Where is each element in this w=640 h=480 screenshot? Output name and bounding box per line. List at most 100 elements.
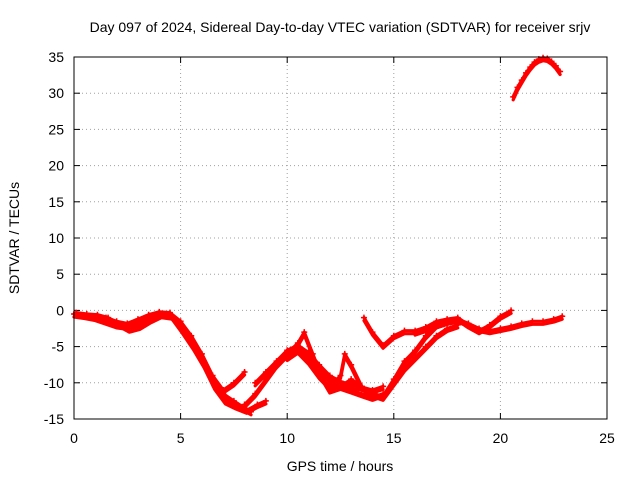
data-point: [559, 313, 566, 320]
data-point: [284, 354, 291, 361]
data-point: [348, 376, 355, 383]
y-tick-label: 0: [56, 302, 64, 318]
y-tick-label: 5: [56, 266, 64, 282]
y-tick-label: -5: [52, 339, 65, 355]
data-point: [360, 314, 367, 321]
data-point: [230, 379, 237, 386]
y-tick-label: 20: [48, 158, 64, 174]
data-point: [422, 332, 429, 339]
series-arc-3: [102, 308, 248, 395]
data-point: [444, 325, 451, 332]
data-point: [508, 323, 515, 330]
data-point: [497, 313, 504, 320]
data-point: [510, 93, 517, 100]
data-point: [380, 392, 387, 399]
data-point: [348, 361, 355, 368]
data-point: [486, 321, 493, 328]
data-point: [422, 325, 429, 332]
data-point: [508, 307, 515, 314]
data-point: [522, 69, 529, 76]
data-point: [94, 311, 101, 318]
x-tick-label: 20: [493, 430, 509, 446]
data-point: [166, 309, 173, 316]
data-point: [294, 339, 301, 346]
data-point: [390, 376, 397, 383]
x-tick-label: 10: [279, 430, 295, 446]
data-point: [518, 320, 525, 327]
data-point: [198, 350, 205, 357]
x-tick-label: 15: [386, 430, 402, 446]
data-point: [262, 372, 269, 379]
data-point: [544, 55, 551, 62]
data-point: [102, 314, 109, 321]
data-point: [156, 308, 163, 315]
series-line-shadow: [413, 317, 564, 337]
data-point: [337, 372, 344, 379]
y-tick-label: 10: [48, 230, 64, 246]
series-arc-9: [412, 313, 566, 337]
ticks-layer: 0 5 10 15 20 25 -15 -10 -5 0 5 10 15 20 25 30 35: [44, 49, 615, 446]
series-line-shadow: [511, 59, 562, 102]
plot-frame: [73, 56, 608, 420]
y-tick-label: -10: [44, 375, 64, 391]
data-point: [380, 383, 387, 390]
data-point: [454, 316, 461, 323]
series-arc-10: [510, 54, 564, 102]
data-point: [145, 311, 152, 318]
data-point: [326, 372, 333, 379]
data-point: [262, 397, 269, 404]
data-point: [316, 372, 323, 379]
x-tick-label: 5: [177, 430, 185, 446]
data-point: [209, 372, 216, 379]
series-line-shadow: [264, 326, 460, 402]
y-tick-label: 30: [48, 85, 64, 101]
data-point: [529, 318, 536, 325]
data-point: [497, 325, 504, 332]
data-point: [83, 311, 90, 318]
data-point: [548, 58, 555, 65]
data-point: [326, 383, 333, 390]
data-point: [252, 379, 259, 386]
data-point: [552, 62, 559, 69]
data-point: [254, 401, 261, 408]
y-tick-label: 25: [48, 121, 64, 137]
y-tick-label: 15: [48, 194, 64, 210]
y-tick-label: 35: [48, 49, 64, 65]
data-point: [137, 323, 144, 330]
data-point: [220, 387, 227, 394]
data-point: [444, 318, 451, 325]
data-point: [422, 343, 429, 350]
x-axis-label: GPS time / hours: [287, 458, 394, 474]
data-point: [412, 347, 419, 354]
data-point: [514, 84, 521, 91]
x-tick-label: 25: [599, 430, 615, 446]
data-point: [401, 327, 408, 334]
x-tick-label: 0: [70, 430, 78, 446]
series-layer: [71, 54, 566, 417]
data-point: [390, 332, 397, 339]
data-point: [369, 390, 376, 397]
data-point: [401, 358, 408, 365]
data-point: [540, 318, 547, 325]
data-point: [369, 329, 376, 336]
data-point: [222, 397, 229, 404]
data-point: [233, 402, 240, 409]
data-point: [243, 407, 250, 414]
data-point: [465, 320, 472, 327]
data-point: [433, 332, 440, 339]
data-point: [241, 368, 248, 375]
y-tick-label: -15: [44, 411, 64, 427]
data-point: [518, 77, 525, 84]
data-point: [380, 342, 387, 349]
data-point: [550, 316, 557, 323]
data-point: [476, 325, 483, 332]
data-point: [230, 397, 237, 404]
data-point: [341, 350, 348, 357]
data-point: [188, 332, 195, 339]
data-point: [531, 59, 538, 66]
data-point: [309, 350, 316, 357]
grid-layer: [74, 57, 607, 419]
data-point: [527, 64, 534, 71]
data-point: [124, 320, 131, 327]
